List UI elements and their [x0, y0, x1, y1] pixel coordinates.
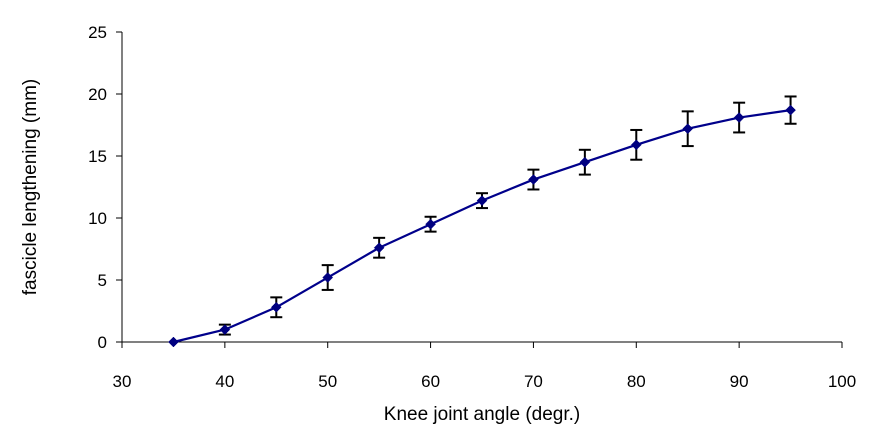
x-tick-label: 90 — [730, 372, 749, 391]
y-tick-label: 25 — [88, 23, 107, 42]
data-point-marker — [630, 139, 642, 151]
data-point-marker — [785, 104, 796, 116]
data-point-marker — [476, 195, 488, 206]
data-point-marker — [322, 272, 334, 283]
x-tick-label: 30 — [113, 372, 132, 391]
y-tick-label: 10 — [88, 209, 107, 228]
x-axis: 30 40 50 60 70 80 90 100 — [113, 341, 856, 391]
x-tick-label: 80 — [627, 372, 646, 391]
x-tick-label: 70 — [524, 372, 543, 391]
data-point-marker — [682, 123, 694, 135]
y-tick-label: 5 — [98, 271, 107, 290]
data-point-marker — [270, 301, 282, 313]
x-tick-label: 50 — [318, 372, 337, 391]
series-line — [173, 109, 791, 344]
x-axis-title: Knee joint angle (degr.) — [384, 404, 580, 425]
y-tick-label: 15 — [88, 147, 107, 166]
data-point-marker — [168, 336, 179, 348]
data-point-marker — [219, 324, 231, 335]
x-tick-label: 40 — [215, 372, 234, 391]
x-tick-label: 100 — [828, 372, 856, 391]
data-point-marker — [733, 112, 745, 123]
data-point-marker — [528, 174, 539, 185]
x-tick-label: 60 — [421, 372, 440, 391]
y-axis-title: fascicle lengthening (mm) — [20, 79, 41, 295]
y-tick-label: 20 — [88, 85, 107, 104]
y-tick-label: 0 — [98, 333, 107, 352]
y-axis: 0 5 10 15 20 25 — [88, 23, 123, 352]
plot-area — [168, 95, 797, 348]
data-point-marker — [579, 156, 591, 168]
data-point-marker — [373, 242, 385, 254]
data-point-marker — [425, 218, 436, 230]
